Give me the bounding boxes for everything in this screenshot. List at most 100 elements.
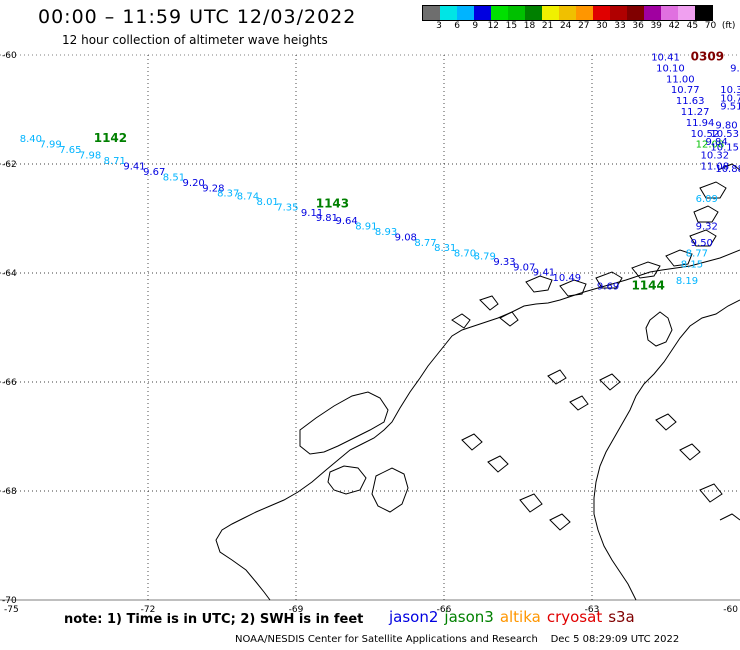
color-scale-label: 36 <box>632 21 644 31</box>
color-scale-label: 27 <box>578 21 590 31</box>
legend-item-jason2: jason2 <box>389 608 439 626</box>
wave-height-value: 8.74 <box>237 191 259 202</box>
wave-height-value: 8.40 <box>20 134 42 145</box>
color-scale-label: 15 <box>505 21 518 31</box>
color-scale-label: 30 <box>596 21 608 31</box>
latitude-label: -66 <box>2 378 17 388</box>
wave-height-value: 8.01 <box>257 197 279 208</box>
wave-height-value: 9.28 <box>202 183 224 194</box>
latitude-label: -60 <box>2 51 17 61</box>
wave-height-value: 11.08 <box>701 161 730 172</box>
wave-height-value: 10.49 <box>553 273 582 284</box>
note-text: note: 1) Time is in UTC; 2) SWH is in fe… <box>64 612 364 627</box>
longitude-label: -60 <box>723 605 738 615</box>
wave-height-value: 11.94 <box>686 118 715 129</box>
map-subtitle: 12 hour collection of altimeter wave hei… <box>62 33 328 47</box>
longitude-label: -66 <box>437 605 452 615</box>
color-swatch <box>678 6 695 20</box>
color-swatch <box>423 6 440 20</box>
wave-height-value: 8.79 <box>474 251 496 262</box>
footer-credit: NOAA/NESDIS Center for Satellite Applica… <box>235 634 679 645</box>
color-scale-label: 12 <box>487 21 500 31</box>
legend-item-s3a: s3a <box>608 608 635 626</box>
legend-item-jason3: jason3 <box>444 608 494 626</box>
wave-height-value: 10.3 <box>720 85 740 96</box>
color-swatch <box>542 6 559 20</box>
wave-height-value: 11.27 <box>681 107 710 118</box>
coastline <box>215 163 740 601</box>
color-swatch <box>559 6 576 20</box>
wave-height-value: 9.11 <box>301 208 323 219</box>
color-swatch <box>644 6 661 20</box>
wave-height-value: 10.77 <box>671 85 700 96</box>
wave-height-value: 8.19 <box>676 276 698 287</box>
timestamp-text: Dec 5 08:29:09 UTC 2022 <box>550 634 680 645</box>
map-title: 00:00 – 11:59 UTC 12/03/2022 <box>38 6 357 28</box>
color-swatch <box>440 6 457 20</box>
color-swatch <box>508 6 525 20</box>
map-frame <box>0 54 740 601</box>
latitude-label: -68 <box>2 487 17 497</box>
wave-height-value: 10.88 <box>715 164 740 175</box>
wave-height-value: 7.35 <box>276 202 298 213</box>
color-scale-label: 24 <box>559 21 572 31</box>
wave-height-value: 9.3 <box>730 63 740 74</box>
color-scale-label: 45 <box>686 21 699 31</box>
wave-height-value: 10.7 <box>720 93 740 104</box>
pass-number-label: 1144 <box>631 278 664 292</box>
wave-height-value: 7.65 <box>59 145 81 156</box>
color-swatch <box>474 6 491 20</box>
color-scale-label: 9 <box>472 21 479 31</box>
color-scale-labels: 3 6 9 12 15 18 21 24 27 30 33 36 39 42 45 70 (ft) <box>422 21 735 33</box>
color-swatch <box>593 6 610 20</box>
color-scale-label: 33 <box>614 21 626 31</box>
color-scale-label: 42 <box>668 21 681 31</box>
wave-height-value: 10.41 <box>651 52 680 63</box>
pass-labels: 1142 1143 1144 0309 <box>94 49 724 292</box>
pass-number-label: 1142 <box>94 131 127 145</box>
wave-height-value: 8.71 <box>104 156 126 167</box>
color-swatch <box>695 6 712 20</box>
wave-height-value: 6.09 <box>696 194 718 205</box>
wave-height-value: 8.31 <box>434 243 456 254</box>
wave-height-value: 8.37 <box>217 189 239 200</box>
wave-height-value: 9.07 <box>513 262 535 273</box>
graticule-grid <box>0 55 740 600</box>
wave-height-value: 9.64 <box>335 216 357 227</box>
latitude-label: -62 <box>2 160 17 170</box>
wave-height-value: 9.80 <box>715 121 737 132</box>
color-scale-label: 6 <box>454 21 460 31</box>
wave-height-value: 9.51 <box>720 102 740 113</box>
wave-height-value: 7.99 <box>39 140 61 151</box>
wave-height-value: 8.91 <box>355 221 377 232</box>
wave-height-value: 8.51 <box>163 172 185 183</box>
wave-height-value: 12.08 <box>696 140 725 151</box>
wave-height-value: 10.32 <box>701 151 730 162</box>
color-swatch <box>627 6 644 20</box>
longitude-label: -72 <box>141 605 156 615</box>
credit-text: NOAA/NESDIS Center for Satellite Applica… <box>235 634 538 645</box>
wave-height-value: 11.00 <box>666 74 695 85</box>
wave-height-value: 11.63 <box>676 96 705 107</box>
color-scale-bar <box>422 5 713 21</box>
wave-height-value: 8.93 <box>375 227 397 238</box>
color-scale-label: 70 <box>704 21 717 31</box>
longitude-label: -63 <box>585 605 600 615</box>
wave-height-value: 9.33 <box>493 257 515 268</box>
wave-height-value: 10.10 <box>656 63 685 74</box>
wave-height-value: 9.32 <box>696 221 718 232</box>
color-scale-label: 3 <box>436 21 442 31</box>
wave-height-value: 9.84 <box>705 137 727 148</box>
wave-height-value: 9.69 <box>597 281 619 292</box>
pass-number-label: 0309 <box>691 49 724 63</box>
wave-height-value: 9.67 <box>143 167 165 178</box>
wave-height-value: 8.70 <box>454 249 476 260</box>
color-scale-label: 39 <box>650 21 662 31</box>
satellite-legend: jason2 jason3 altika cryosat s3a <box>389 608 641 626</box>
legend-item-cryosat: cryosat <box>546 608 603 626</box>
latitude-label: -64 <box>2 269 17 279</box>
color-swatch <box>610 6 627 20</box>
axis-labels: -60 -62 -64 -66 -68 -70-75 -72 -69 -66 -63 -60 <box>2 51 738 615</box>
color-scale-label: 21 <box>541 21 554 31</box>
